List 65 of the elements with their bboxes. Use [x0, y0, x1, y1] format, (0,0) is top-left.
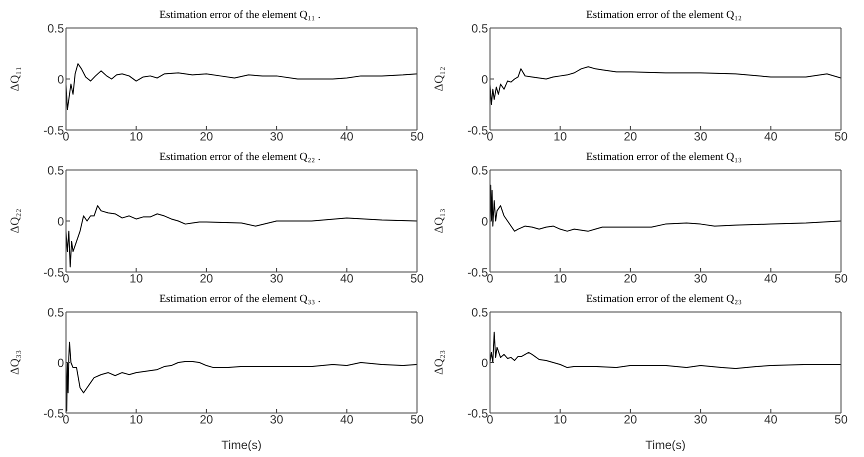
x-tick-label: 50	[834, 272, 848, 286]
line-series	[66, 63, 417, 110]
y-tick-label: 0	[57, 356, 64, 370]
chart-title: Estimation error of the element Q₁₁ .	[158, 8, 322, 23]
y-tick-label: 0	[481, 356, 488, 370]
x-tick-label: 10	[554, 130, 568, 144]
x-tick-label: 30	[694, 272, 708, 286]
y-tick-label: -0.5	[43, 265, 64, 280]
x-tick-label: 40	[340, 272, 354, 286]
x-tick-label: 40	[340, 412, 354, 427]
y-axis-title: ΔQ₁₂	[431, 66, 446, 92]
line-series	[490, 332, 841, 370]
y-tick-label: -0.5	[467, 123, 488, 138]
chart-title: Estimation error of the element Q₁₃	[585, 150, 743, 165]
y-tick-label: 0.5	[471, 305, 488, 320]
chart-title: Estimation error of the element Q₁₂	[585, 8, 743, 23]
x-tick-label: 10	[130, 412, 144, 427]
chart-title: Estimation error of the element Q₂₂ .	[158, 150, 322, 165]
y-axis-title: ΔQ₁₃	[431, 208, 446, 234]
y-axis-title: ΔQ₂₂	[7, 208, 22, 234]
line-series	[66, 205, 417, 268]
x-tick-label: 40	[340, 130, 354, 144]
x-tick-label: 10	[554, 272, 568, 286]
x-tick-label: 10	[130, 130, 144, 144]
x-tick-label: 40	[764, 130, 778, 144]
x-tick-label: 30	[694, 412, 708, 427]
x-tick-label: 20	[200, 412, 214, 427]
y-axis-title: ΔQ₁₁	[7, 66, 22, 92]
y-tick-label: 0	[57, 72, 64, 86]
x-tick-label: 50	[410, 412, 424, 427]
x-tick-label: 20	[624, 412, 638, 427]
y-tick-label: 0.5	[47, 21, 64, 36]
x-tick-label: 10	[130, 272, 144, 286]
x-tick-label: 30	[270, 272, 284, 286]
x-tick-label: 50	[834, 412, 848, 427]
y-tick-label: 0	[57, 214, 64, 228]
x-tick-label: 20	[624, 272, 638, 286]
x-tick-label: 30	[270, 130, 284, 144]
y-tick-label: 0.5	[47, 305, 64, 320]
y-tick-label: 0.5	[471, 21, 488, 36]
x-tick-label: 50	[410, 272, 424, 286]
y-tick-label: 0.5	[471, 163, 488, 178]
y-tick-label: 0.5	[47, 163, 64, 178]
y-tick-label: 0	[481, 72, 488, 86]
x-tick-label: 50	[834, 130, 848, 144]
line-series	[490, 66, 841, 105]
y-tick-label: -0.5	[43, 123, 64, 138]
x-tick-label: 30	[694, 130, 708, 144]
y-axis-title: ΔQ₂₃	[431, 350, 446, 375]
y-tick-label: -0.5	[467, 265, 488, 280]
y-tick-label: 0	[481, 214, 488, 228]
y-tick-label: -0.5	[43, 406, 64, 420]
x-tick-label: 40	[764, 412, 778, 427]
chart-title: Estimation error of the element Q₂₃	[585, 292, 743, 307]
line-series	[490, 184, 841, 232]
x-tick-label: 30	[270, 412, 284, 427]
x-tick-label: 20	[200, 130, 214, 144]
chart-title: Estimation error of the element Q₃₃ .	[158, 292, 322, 307]
y-axis-title: ΔQ₃₃	[7, 350, 22, 375]
x-tick-label: 20	[624, 130, 638, 144]
x-tick-label: 10	[554, 412, 568, 427]
y-tick-label: -0.5	[467, 406, 488, 420]
x-tick-label: 20	[200, 272, 214, 286]
x-tick-label: 40	[764, 272, 778, 286]
x-tick-label: 50	[410, 130, 424, 144]
